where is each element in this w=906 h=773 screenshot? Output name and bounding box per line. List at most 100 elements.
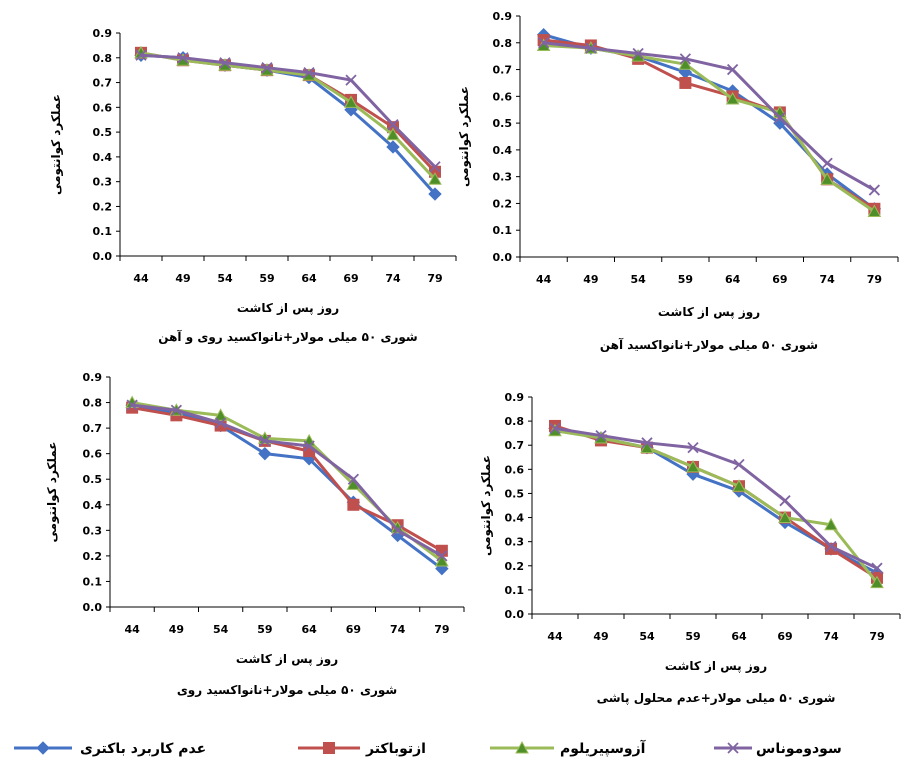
- y-tick-label: 0.5: [505, 487, 525, 500]
- y-tick-label: 0.7: [505, 439, 525, 452]
- data-point: [303, 67, 315, 79]
- series-4: [537, 37, 881, 196]
- x-tick-label: 59: [685, 630, 700, 643]
- data-point: [687, 441, 699, 454]
- x-tick-label: 44: [547, 630, 563, 643]
- series-2: [549, 419, 883, 584]
- x-tick-label: 54: [217, 272, 233, 285]
- series-3: [134, 45, 442, 185]
- data-point: [387, 119, 399, 131]
- data-point: [632, 47, 644, 60]
- legend-label: سودوموناس: [756, 741, 842, 757]
- y-tick-label: 0.0: [93, 250, 113, 263]
- data-point: [261, 62, 273, 74]
- data-point: [344, 95, 358, 108]
- x-axis-label: روز پس از کاشت: [237, 301, 339, 316]
- x-tick-label: 74: [385, 272, 401, 285]
- data-point: [779, 495, 791, 507]
- y-tick-label: 0.7: [493, 64, 513, 77]
- series-line: [140, 53, 437, 168]
- x-tick-label: 59: [259, 272, 274, 285]
- y-tick-label: 0.9: [505, 391, 525, 404]
- y-tick-label: 0.6: [83, 448, 103, 461]
- legend-label: آزوسپیریلوم: [560, 739, 647, 757]
- x-tick-label: 44: [133, 272, 149, 285]
- y-tick-label: 0.6: [505, 463, 525, 476]
- y-tick-label: 0.8: [83, 397, 103, 410]
- data-point: [303, 440, 315, 452]
- y-tick-label: 0.0: [83, 601, 103, 614]
- x-tick-label: 79: [869, 630, 884, 643]
- x-axis-label: روز پس از کاشت: [658, 305, 760, 320]
- y-tick-label: 0.9: [83, 371, 103, 384]
- data-point: [347, 498, 360, 511]
- legend: عدم کاربرد باکتری ازتوباکتر آزوسپیریلوم سود…: [14, 739, 842, 757]
- y-tick-label: 0.2: [83, 550, 103, 563]
- x-tick-label: 79: [434, 623, 449, 636]
- data-point: [774, 112, 786, 124]
- y-tick-label: 0.4: [505, 512, 525, 525]
- y-tick-label: 0.7: [93, 77, 113, 90]
- x-tick-label: 54: [639, 630, 655, 643]
- x-tick-label: 54: [630, 273, 646, 286]
- x-tick-label: 64: [725, 273, 741, 286]
- y-tick-label: 0.8: [93, 52, 113, 65]
- legend-marker: [36, 741, 50, 755]
- x-tick-label: 69: [346, 623, 361, 636]
- panel-caption: شوری ۵۰ میلی مولار+نانواکسید روی و آهن: [158, 329, 417, 345]
- y-tick-label: 0.5: [493, 117, 513, 130]
- chart-panel-4: 0.0 0.1 0.2 0.3 0.4 0.5 0.6 0.7 0.8 0.9 44 49 54 59 64…: [479, 391, 901, 706]
- series-2: [135, 46, 441, 178]
- y-tick-label: 0.0: [505, 608, 525, 621]
- series-line: [543, 43, 876, 213]
- series-3: [125, 395, 449, 567]
- data-point: [595, 429, 607, 442]
- series-4: [135, 49, 441, 173]
- x-axis-label: روز پس از کاشت: [665, 659, 767, 674]
- data-point: [214, 417, 227, 429]
- data-point: [213, 408, 228, 421]
- data-point: [871, 562, 883, 574]
- data-point: [391, 524, 404, 536]
- y-axis-label: عملکرد کوانتومی: [49, 94, 64, 195]
- x-tick-label: 49: [593, 630, 608, 643]
- y-tick-label: 0.5: [93, 126, 113, 139]
- data-point: [347, 473, 360, 485]
- x-tick-label: 49: [583, 273, 598, 286]
- data-point: [386, 127, 400, 141]
- data-point: [170, 404, 183, 416]
- y-tick-label: 0.1: [83, 575, 103, 588]
- data-point: [867, 204, 882, 217]
- y-tick-label: 0.3: [83, 524, 103, 537]
- data-point: [219, 57, 231, 69]
- data-point: [725, 91, 740, 105]
- x-tick-label: 64: [301, 623, 317, 636]
- y-tick-label: 0.6: [93, 101, 113, 114]
- y-tick-label: 0.7: [83, 422, 103, 435]
- x-tick-label: 49: [175, 272, 190, 285]
- series-line: [554, 429, 879, 584]
- data-point: [258, 446, 272, 461]
- data-point: [824, 517, 838, 531]
- data-point: [345, 74, 357, 86]
- series-3: [548, 423, 884, 589]
- series-1: [536, 28, 882, 216]
- y-tick-label: 0.8: [493, 37, 513, 50]
- data-point: [435, 553, 449, 567]
- data-point: [135, 49, 147, 61]
- data-point: [868, 184, 881, 196]
- y-axis-label: عملکرد کوانتومی: [457, 86, 472, 187]
- data-point: [259, 435, 271, 447]
- x-tick-label: 49: [169, 623, 184, 636]
- y-tick-label: 0.3: [505, 536, 525, 549]
- y-tick-label: 0.8: [505, 415, 525, 428]
- x-tick-label: 44: [124, 623, 140, 636]
- data-point: [549, 422, 561, 434]
- data-point: [825, 540, 837, 553]
- y-tick-label: 0.5: [83, 473, 103, 486]
- legend-item-1: عدم کاربرد باکتری: [14, 741, 206, 757]
- x-axis-label: روز پس از کاشت: [236, 652, 338, 667]
- chart-panel-2: 0.0 0.1 0.2 0.3 0.4 0.5 0.6 0.7 0.8 0.9 44 49 54 59 64…: [457, 10, 899, 353]
